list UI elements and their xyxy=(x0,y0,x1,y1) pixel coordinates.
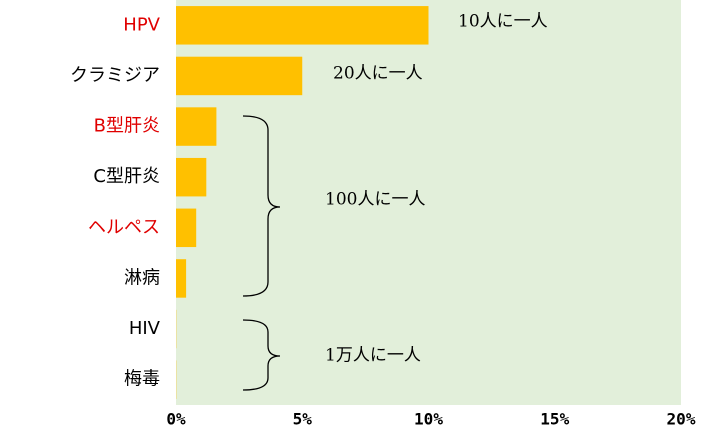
annotation: 1万人に一人 xyxy=(325,346,421,366)
bar xyxy=(176,56,303,96)
x-tick-label: 10% xyxy=(414,410,443,429)
brace xyxy=(242,115,281,297)
bar xyxy=(176,157,207,197)
y-tick-label: HPV xyxy=(123,14,160,35)
bar xyxy=(176,208,197,248)
y-tick-label: C型肝炎 xyxy=(93,166,160,187)
x-tick-label: 5% xyxy=(293,410,313,429)
y-tick-label: 淋病 xyxy=(124,267,160,288)
y-tick-label: 梅毒 xyxy=(124,369,160,390)
annotation: 100人に一人 xyxy=(325,190,425,210)
x-tick-label: 15% xyxy=(540,410,569,429)
x-tick-label: 0% xyxy=(166,410,186,429)
annotation: 10人に一人 xyxy=(458,12,548,32)
y-tick-label: クラミジア xyxy=(70,65,160,86)
x-tick-label: 20% xyxy=(667,410,696,429)
brace xyxy=(242,319,281,391)
y-tick-label: HIV xyxy=(129,318,161,339)
bar xyxy=(176,107,217,146)
bar xyxy=(176,6,429,45)
annotation: 20人に一人 xyxy=(333,64,423,84)
y-tick-label: B型肝炎 xyxy=(94,116,160,137)
y-tick-label: ヘルペス xyxy=(88,217,160,238)
bar xyxy=(176,259,187,298)
